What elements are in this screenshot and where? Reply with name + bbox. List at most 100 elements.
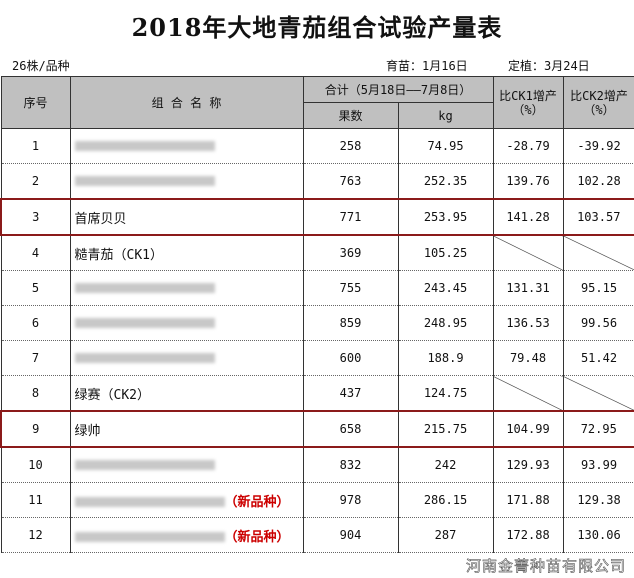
row-no: 5 [0, 270, 71, 306]
blurred-name [74, 532, 225, 542]
row-count: 437 [302, 375, 399, 412]
table-row: 7 600 188.9 79.48 51.42 [0, 340, 634, 376]
header-kg: kg [397, 102, 494, 129]
table-row: 11 （新品种） 978 286.15 171.88 129.38 [0, 482, 634, 518]
row-ck2: 129.38 [562, 482, 634, 518]
row-count: 755 [302, 270, 399, 306]
row-kg: 252.35 [397, 163, 494, 200]
table-row: 2 763 252.35 139.76 102.28 [0, 163, 634, 200]
row-kg: 105.25 [397, 235, 494, 271]
row-name: （新品种） [69, 517, 304, 553]
row-kg: 215.75 [397, 410, 494, 448]
row-ck2: 103.57 [562, 198, 634, 236]
row-name [69, 340, 304, 376]
header-name: 组 合 名 称 [69, 76, 304, 129]
row-ck2: 130.06 [562, 517, 634, 553]
row-no: 6 [0, 305, 71, 341]
table-row: 6 859 248.95 136.53 99.56 [0, 305, 634, 341]
row-kg: 188.9 [397, 340, 494, 376]
row-name: 糙青茄（CK1） [69, 235, 304, 271]
plants-per-variety: 26株/品种 [12, 59, 70, 73]
row-no: 3 [0, 198, 71, 236]
row-ck1: 136.53 [492, 305, 564, 341]
blurred-name [74, 353, 215, 363]
watermark: 河南金菁种苗有限公司 [465, 557, 626, 576]
row-no: 11 [0, 482, 71, 518]
yield-table: 序号 组 合 名 称 合计（5月18日——7月8日） 比CK1增产（%） 比CK… [0, 76, 634, 553]
variety-name: 首席贝贝 [74, 211, 127, 227]
table-row: 8 绿赛（CK2） 437 124.75 [0, 375, 634, 412]
row-ck2: 95.15 [562, 270, 634, 306]
new-variety-tag: （新品种） [224, 529, 290, 545]
row-kg: 74.95 [397, 128, 494, 164]
header-ck1: 比CK1增产（%） [492, 76, 564, 129]
row-ck1: 129.93 [492, 447, 564, 483]
table-row: 10 832 242 129.93 93.99 [0, 447, 634, 483]
header-ck2: 比CK2增产（%） [562, 76, 634, 129]
row-ck2: 72.95 [562, 410, 634, 448]
seedling-date: 育苗：1月16日 [386, 59, 468, 73]
transplant-date: 定植：3月24日 [508, 59, 590, 73]
row-ck2: 93.99 [562, 447, 634, 483]
variety-name: 绿赛（CK2） [74, 387, 150, 403]
header-count: 果数 [302, 102, 399, 129]
row-count: 658 [302, 410, 399, 448]
row-count: 832 [302, 447, 399, 483]
row-no: 10 [0, 447, 71, 483]
table-row: 9 绿帅 658 215.75 104.99 72.95 [0, 410, 634, 448]
table-row: 5 755 243.45 131.31 95.15 [0, 270, 634, 306]
row-kg: 248.95 [397, 305, 494, 341]
row-count: 904 [302, 517, 399, 553]
row-no: 8 [0, 375, 71, 412]
row-kg: 243.45 [397, 270, 494, 306]
variety-name: 绿帅 [74, 423, 101, 439]
row-kg: 287 [397, 517, 494, 553]
row-no: 2 [0, 163, 71, 200]
header-total: 合计（5月18日——7月8日） [302, 76, 494, 103]
blurred-name [74, 141, 215, 151]
row-no: 12 [0, 517, 71, 553]
row-ck2: 99.56 [562, 305, 634, 341]
row-count: 771 [302, 198, 399, 236]
table-row: 4 糙青茄（CK1） 369 105.25 [0, 235, 634, 271]
row-no: 4 [0, 235, 71, 271]
row-name: 绿帅 [69, 410, 304, 448]
row-no: 1 [0, 128, 71, 164]
variety-name: 糙青茄（CK1） [74, 247, 163, 263]
row-kg: 253.95 [397, 198, 494, 236]
row-name [69, 305, 304, 341]
row-kg: 124.75 [397, 375, 494, 412]
row-ck1: 171.88 [492, 482, 564, 518]
row-ck2: 102.28 [562, 163, 634, 200]
page-title: 2018年大地青茄组合试验产量表 [131, 13, 503, 42]
row-name [69, 447, 304, 483]
blurred-name [74, 460, 215, 470]
row-ck2: -39.92 [562, 128, 634, 164]
blurred-name [74, 283, 215, 293]
row-ck1: 172.88 [492, 517, 564, 553]
row-ck1: 141.28 [492, 198, 564, 236]
row-ck1 [492, 375, 564, 412]
row-count: 258 [302, 128, 399, 164]
row-name [69, 163, 304, 200]
row-ck1: 139.76 [492, 163, 564, 200]
row-ck1: -28.79 [492, 128, 564, 164]
table-row: 1 258 74.95 -28.79 -39.92 [0, 128, 634, 164]
row-count: 369 [302, 235, 399, 271]
blurred-name [74, 176, 215, 186]
row-no: 7 [0, 340, 71, 376]
table-row: 12 （新品种） 904 287 172.88 130.06 [0, 517, 634, 553]
blurred-name [74, 497, 225, 507]
table-row: 3 首席贝贝 771 253.95 141.28 103.57 [0, 198, 634, 236]
row-kg: 286.15 [397, 482, 494, 518]
new-variety-tag: （新品种） [224, 494, 290, 510]
row-count: 859 [302, 305, 399, 341]
row-name: （新品种） [69, 482, 304, 518]
row-no: 9 [0, 410, 71, 448]
row-ck1: 131.31 [492, 270, 564, 306]
row-kg: 242 [397, 447, 494, 483]
row-ck2 [562, 375, 634, 412]
row-count: 763 [302, 163, 399, 200]
row-ck1 [492, 235, 564, 271]
row-ck2 [562, 235, 634, 271]
